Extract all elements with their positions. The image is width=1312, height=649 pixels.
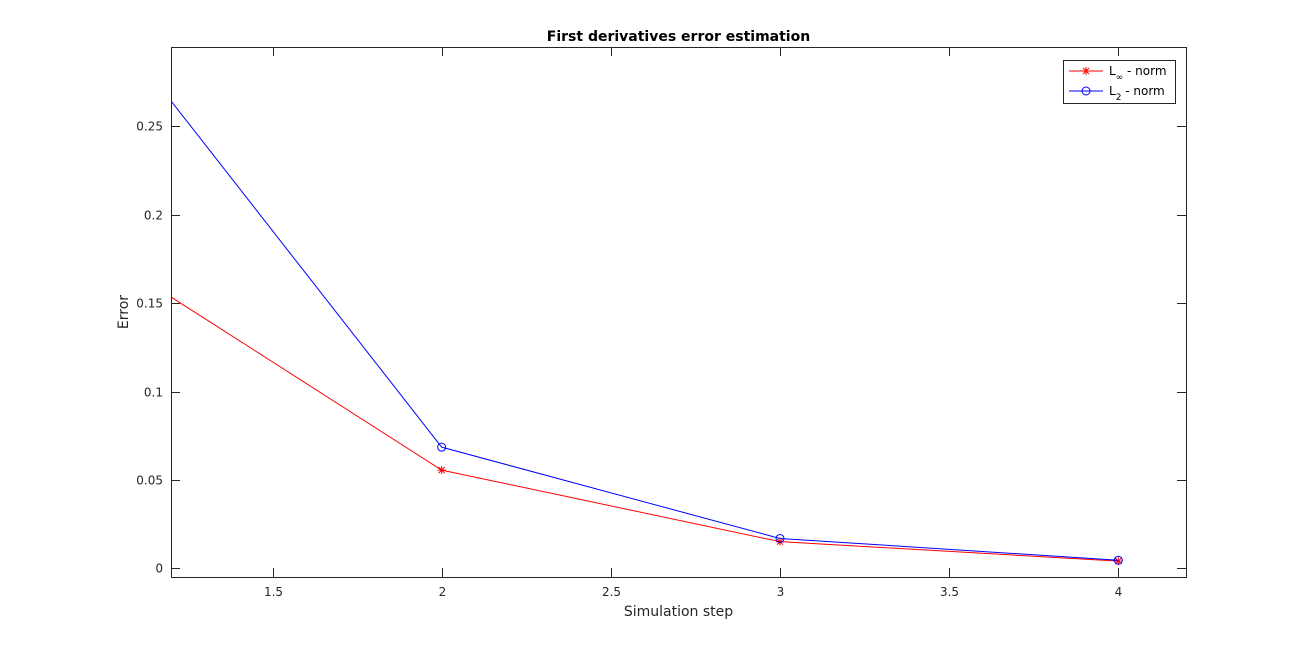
legend-marker	[1082, 67, 1090, 75]
x-tick-label: 1.5	[264, 585, 283, 599]
data-point-marker	[99, 250, 107, 258]
data-point-marker	[775, 533, 785, 543]
x-tick-label: 4	[1115, 585, 1123, 599]
y-tick-label: 0.1	[144, 386, 163, 400]
legend-box	[1063, 60, 1176, 104]
y-tick-label: 0.15	[136, 297, 163, 311]
x-tick-label: 3	[777, 585, 785, 599]
legend-item: L2 - norm	[1069, 84, 1165, 103]
series-line-1	[171, 296, 1119, 562]
series-line-2	[171, 100, 1119, 561]
x-tick-label: 3.5	[940, 585, 959, 599]
data-point-marker	[437, 466, 446, 475]
y-tick-label: 0	[155, 562, 163, 576]
data-point-marker	[1113, 555, 1123, 565]
x-tick-label: 2.5	[602, 585, 621, 599]
legend-label: L2 - norm	[1109, 84, 1165, 103]
data-point-marker	[437, 442, 447, 452]
legend-marker	[1081, 86, 1091, 96]
legend-label: L∞ - norm	[1109, 64, 1167, 83]
y-tick-label: 0.2	[144, 209, 163, 223]
legend-item: L∞ - norm	[1069, 64, 1167, 83]
chart-title: First derivatives error estimation	[547, 29, 810, 45]
plot-area	[171, 47, 1186, 577]
y-tick-label: 0.05	[136, 474, 163, 488]
y-tick-label: 0.25	[136, 120, 163, 134]
x-axis-label: Simulation step	[624, 604, 733, 620]
axes-frame	[171, 47, 1187, 578]
x-tick-label: 2	[439, 585, 447, 599]
data-point-marker	[99, 10, 107, 18]
y-axis-label: Error	[116, 295, 132, 329]
data-point-marker	[1114, 557, 1123, 566]
